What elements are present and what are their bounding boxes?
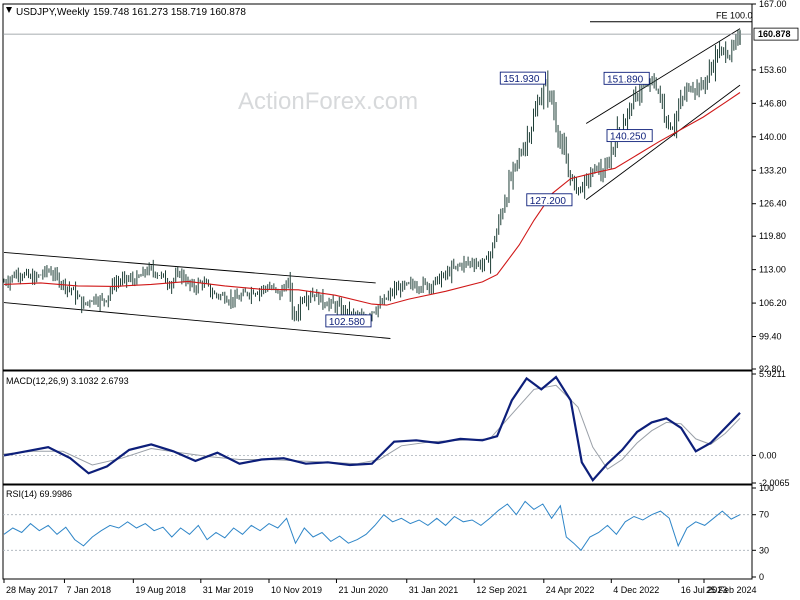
price-tick-label: 167.00 — [759, 0, 787, 9]
macd-signal-line — [3, 384, 741, 470]
rsi-tick-label: 70 — [759, 510, 769, 520]
time-axis: 28 May 2017 7 Jan 2018 19 Aug 2018 31 Mar 2… — [3, 579, 757, 595]
trend-channel-lines — [3, 28, 741, 339]
macd-tick-label: 5.9211 — [759, 369, 786, 379]
chart-header: USDJPY,Weekly 159.748 161.273 158.719 16… — [6, 7, 246, 18]
price-tick-label: 140.00 — [759, 132, 787, 142]
collapse-triangle-icon[interactable] — [6, 7, 12, 13]
last-price-marker: 160.878 — [3, 27, 799, 41]
macd-title: MACD(12,26,9) 3.1032 2.6793 — [6, 376, 129, 386]
rsi-axis: 100 70 30 0 — [3, 483, 774, 582]
time-tick-label: 31 Mar 2019 — [203, 585, 254, 595]
rsi-line — [3, 500, 741, 552]
svg-text:102.580: 102.580 — [329, 317, 366, 328]
macd-axis: 5.9211 0.00 -2.0065 — [3, 369, 790, 488]
price-tick-label: 146.80 — [759, 98, 787, 108]
rsi-title: RSI(14) 69.9986 — [6, 489, 72, 499]
moving-average-line — [3, 92, 741, 306]
time-tick-label: 25 Feb 2024 — [706, 585, 757, 595]
time-tick-label: 24 Apr 2022 — [546, 585, 595, 595]
price-panel — [2, 3, 753, 371]
price-tick-label: 113.00 — [759, 265, 786, 275]
price-tick-label: 126.40 — [759, 199, 787, 209]
macd-line — [3, 375, 741, 483]
trend-line — [585, 28, 741, 124]
price-annotations: 151.930 151.890 140.250 127.200 102.580 — [325, 71, 653, 328]
rsi-tick-label: 30 — [759, 545, 769, 555]
macd-lines — [3, 375, 741, 483]
price-annotation: 151.930 — [499, 71, 546, 85]
price-annotation: 102.580 — [325, 314, 372, 328]
price-tick-label: 119.80 — [759, 231, 786, 241]
macd-tick-label: -2.0065 — [759, 478, 790, 488]
price-candles — [3, 29, 741, 324]
ma-line — [3, 92, 741, 306]
fe-label: FE 100.0 — [716, 11, 753, 21]
time-tick-label: 31 Jan 2021 — [409, 585, 459, 595]
price-axis: 167.00 153.60 146.80 140.00 133.20 126.40 119.… — [752, 0, 787, 374]
price-tick-label: 133.20 — [759, 165, 787, 175]
last-price-label: 160.878 — [758, 29, 791, 39]
svg-text:140.250: 140.250 — [610, 132, 647, 143]
rsi-line-path — [3, 500, 741, 552]
price-tick-label: 92.80 — [759, 364, 782, 374]
time-tick-label: 21 Jun 2020 — [338, 585, 388, 595]
price-annotation: 127.200 — [526, 193, 573, 207]
rsi-panel — [2, 484, 753, 580]
fe-level: FE 100.0 — [590, 11, 753, 23]
svg-text:151.930: 151.930 — [503, 74, 540, 85]
time-tick-label: 16 Jul 2023 — [681, 585, 728, 595]
macd-tick-label: 0.00 — [759, 450, 777, 460]
price-tick-label: 106.20 — [759, 298, 787, 308]
price-tick-label: 99.40 — [759, 332, 782, 342]
time-tick-label: 28 May 2017 — [6, 585, 58, 595]
trend-line — [585, 84, 741, 201]
svg-text:151.890: 151.890 — [607, 74, 644, 85]
macd-panel — [2, 370, 753, 485]
rsi-tick-label: 100 — [759, 483, 774, 493]
price-annotation: 151.890 — [603, 71, 650, 85]
symbol-label: USDJPY,Weekly — [16, 7, 90, 18]
svg-text:127.200: 127.200 — [530, 196, 567, 207]
price-annotation: 140.250 — [606, 129, 653, 143]
time-tick-label: 7 Jan 2018 — [66, 585, 111, 595]
ohlc-label: 159.748 161.273 158.719 160.878 — [93, 7, 246, 18]
rsi-tick-label: 0 — [759, 572, 764, 582]
trend-line — [3, 302, 391, 339]
time-tick-label: 4 Dec 2022 — [613, 585, 659, 595]
time-tick-label: 19 Aug 2018 — [135, 585, 186, 595]
watermark: ActionForex.com — [238, 88, 418, 115]
price-tick-label: 153.60 — [759, 65, 787, 75]
time-tick-label: 12 Sep 2021 — [476, 585, 527, 595]
time-tick-label: 10 Nov 2019 — [271, 585, 322, 595]
trend-line — [3, 251, 376, 284]
